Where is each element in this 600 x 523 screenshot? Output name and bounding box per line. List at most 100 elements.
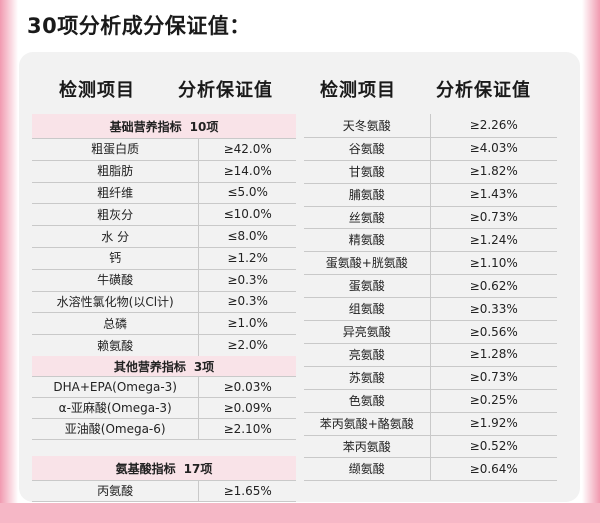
item-value: ≥0.03% xyxy=(223,379,272,394)
item-name: 牛磺酸 xyxy=(32,268,200,291)
item-name: α-亚麻酸(Omega-3) xyxy=(32,397,200,418)
page-title: 30项分析成分保证值： xyxy=(27,14,251,38)
item-name: 亮氨酸 xyxy=(304,343,431,366)
left-header-value: 分析保证值 xyxy=(178,80,273,101)
table-row: 粗脂肪 ≥14.0% xyxy=(32,159,296,183)
table-row: 丝氨酸 ≥0.73% xyxy=(304,205,557,230)
item-value: ≥2.10% xyxy=(223,421,272,436)
table-row: 精氨酸 ≥1.24% xyxy=(304,228,557,253)
table-row: α-亚麻酸(Omega-3) ≥0.09% xyxy=(32,397,296,419)
table-row: 丙氨酸 ≥1.65% xyxy=(32,480,296,502)
item-name: 异亮氨酸 xyxy=(304,320,431,343)
table-row: 水溶性氯化物(以Cl计) ≥0.3% xyxy=(32,290,296,314)
right-header-value: 分析保证值 xyxy=(436,80,531,101)
section-label: 其他营养指标 xyxy=(113,359,186,374)
table-row: 苯丙氨酸 ≥0.52% xyxy=(304,434,557,459)
item-value: ≥0.56% xyxy=(469,324,518,339)
item-value: ≥1.65% xyxy=(223,483,272,498)
table-row: 蛋氨酸 ≥0.62% xyxy=(304,274,557,299)
table-row: 脯氨酸 ≥1.43% xyxy=(304,182,557,207)
table-row: 缬氨酸 ≥0.64% xyxy=(304,457,557,482)
section-other: 其他营养指标 3项 xyxy=(32,356,296,377)
item-name: 蛋氨酸 xyxy=(304,274,431,298)
table-row: 牛磺酸 ≥0.3% xyxy=(32,268,296,292)
bottom-band xyxy=(0,503,600,523)
item-name: 脯氨酸 xyxy=(304,182,431,206)
item-value: ≥0.3% xyxy=(227,272,268,287)
item-name: 赖氨酸 xyxy=(32,334,200,356)
table-row: 谷氨酸 ≥4.03% xyxy=(304,136,557,161)
item-value: ≥0.3% xyxy=(227,294,268,309)
section-count: 17项 xyxy=(183,461,213,476)
table-row: 组氨酸 ≥0.33% xyxy=(304,297,557,322)
item-value: ≥1.82% xyxy=(469,164,518,179)
item-name: 苯丙氨酸+酪氨酸 xyxy=(304,411,431,435)
item-value: ≥0.52% xyxy=(469,439,518,454)
item-name: 粗蛋白质 xyxy=(32,138,200,160)
item-value: ≥0.33% xyxy=(469,301,518,316)
item-name: 总磷 xyxy=(32,312,200,335)
item-name: 粗纤维 xyxy=(32,181,200,204)
table-row: 甘氨酸 ≥1.82% xyxy=(304,159,557,184)
table-row: 异亮氨酸 ≥0.56% xyxy=(304,320,557,344)
item-name: DHA+EPA(Omega-3) xyxy=(32,376,200,397)
section-count: 10项 xyxy=(189,119,219,134)
item-value: ≥0.73% xyxy=(469,370,518,385)
table-row: 苏氨酸 ≥0.73% xyxy=(304,365,557,390)
section-count: 3项 xyxy=(193,359,215,374)
item-name: 亚油酸(Omega-6) xyxy=(32,418,200,439)
table-row: 赖氨酸 ≥2.0% xyxy=(32,334,296,357)
section-label: 基础营养指标 xyxy=(109,119,182,134)
table-row: 亮氨酸 ≥1.28% xyxy=(304,343,557,367)
item-name: 丝氨酸 xyxy=(304,205,431,229)
item-name: 丙氨酸 xyxy=(32,480,200,501)
item-value: ≤5.0% xyxy=(227,185,268,200)
item-value: ≥1.10% xyxy=(469,255,518,270)
item-name: 缬氨酸 xyxy=(304,457,431,481)
table-row: 总磷 ≥1.0% xyxy=(32,312,296,336)
item-value: ≥4.03% xyxy=(469,141,518,156)
table-row: 粗蛋白质 ≥42.0% xyxy=(32,138,296,161)
item-value: ≥14.0% xyxy=(223,163,272,178)
item-value: ≥1.92% xyxy=(469,416,518,431)
item-name: 水溶性氯化物(以Cl计) xyxy=(32,290,200,313)
right-header-name: 检测项目 xyxy=(320,80,396,101)
item-name: 苏氨酸 xyxy=(304,365,431,389)
item-value: ≤10.0% xyxy=(223,207,272,222)
item-value: ≥2.0% xyxy=(227,338,268,353)
section-basic: 基础营养指标 10项 xyxy=(32,114,296,139)
table-row: 亚油酸(Omega-6) ≥2.10% xyxy=(32,418,296,440)
table-row: 色氨酸 ≥0.25% xyxy=(304,388,557,413)
left-header-name: 检测项目 xyxy=(59,80,135,101)
item-name: 粗灰分 xyxy=(32,203,200,226)
table-row: 苯丙氨酸+酪氨酸 ≥1.92% xyxy=(304,411,557,436)
item-name: 甘氨酸 xyxy=(304,159,431,183)
section-label: 氨基酸指标 xyxy=(115,461,176,476)
item-value: ≥1.0% xyxy=(227,316,268,331)
item-value: ≥1.28% xyxy=(469,347,518,362)
item-value: ≥0.73% xyxy=(469,210,518,225)
item-value: ≥0.09% xyxy=(223,400,272,415)
item-value: ≥2.26% xyxy=(469,118,518,133)
item-name: 组氨酸 xyxy=(304,297,431,321)
table-row: 粗灰分 ≤10.0% xyxy=(32,203,296,227)
table-row: 蛋氨酸+胱氨酸 ≥1.10% xyxy=(304,251,557,276)
item-name: 天冬氨酸 xyxy=(304,114,431,137)
section-amino: 氨基酸指标 17项 xyxy=(32,456,296,481)
item-name: 精氨酸 xyxy=(304,228,431,252)
table-row: 天冬氨酸 ≥2.26% xyxy=(304,114,557,138)
item-name: 钙 xyxy=(32,247,200,269)
item-value: ≥1.24% xyxy=(469,232,518,247)
table-row: DHA+EPA(Omega-3) ≥0.03% xyxy=(32,376,296,398)
item-name: 蛋氨酸+胱氨酸 xyxy=(304,251,431,275)
item-value: ≥0.62% xyxy=(469,278,518,293)
item-value: ≤8.0% xyxy=(227,229,268,244)
item-name: 粗脂肪 xyxy=(32,159,200,182)
table-row: 粗纤维 ≤5.0% xyxy=(32,181,296,205)
table-row: 水 分 ≤8.0% xyxy=(32,225,296,248)
item-value: ≥0.64% xyxy=(469,461,518,476)
item-value: ≥42.0% xyxy=(223,141,272,156)
item-value: ≥1.2% xyxy=(227,250,268,265)
item-name: 苯丙氨酸 xyxy=(304,434,431,458)
